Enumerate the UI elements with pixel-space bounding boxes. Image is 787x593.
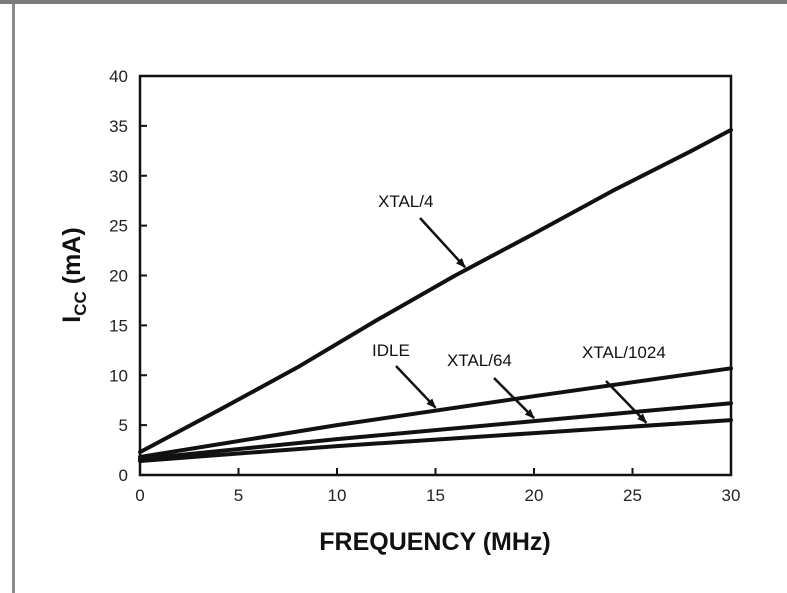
- x-tick-label: 10: [328, 486, 347, 505]
- y-tick-label: 10: [109, 366, 128, 385]
- frame-top-border: [0, 0, 787, 4]
- annotation-arrow: [493, 377, 535, 420]
- y-tick-label: 30: [109, 167, 128, 186]
- plot-frame: [138, 74, 733, 477]
- annotation-label: XTAL/1024: [582, 343, 666, 362]
- series-line-idle: [138, 366, 733, 459]
- annotation-layer: XTAL/4 IDLE XTAL/64 XTAL/1024: [372, 192, 666, 424]
- y-axis-title-main: I: [58, 316, 86, 323]
- annotation-arrow: [605, 380, 648, 424]
- y-axis-title: ICC (mA): [58, 227, 90, 322]
- tick-layer: 0 5 10 15 20 25 30 0 5 10 15 20 25 30 35 40: [109, 67, 740, 505]
- series-line-xtal-1024: [138, 418, 733, 463]
- annotation-label: XTAL/64: [447, 351, 512, 370]
- y-tick-label: 25: [109, 217, 128, 236]
- y-axis-title-unit: (mA): [58, 227, 86, 291]
- x-tick-label: 25: [623, 486, 642, 505]
- y-tick-label: 20: [109, 267, 128, 286]
- x-tick-label: 15: [426, 486, 445, 505]
- frame-left-border: [12, 4, 15, 593]
- svg-text:ICC (mA): ICC (mA): [58, 227, 90, 322]
- y-tick-label: 35: [109, 117, 128, 136]
- annotation-arrow: [395, 365, 437, 409]
- series-layer: [138, 127, 733, 463]
- y-tick-label: 15: [109, 316, 128, 335]
- y-axis-title-sub: CC: [71, 291, 90, 316]
- x-tick-label: 5: [234, 486, 243, 505]
- annotation-label: XTAL/4: [378, 192, 433, 211]
- series-line-xtal-4: [138, 127, 733, 455]
- y-tick-label: 40: [109, 67, 128, 86]
- x-axis-title: FREQUENCY (MHz): [319, 528, 550, 556]
- x-tick-label: 20: [525, 486, 544, 505]
- y-tick-label: 0: [119, 466, 128, 485]
- annotation-arrow: [419, 217, 466, 269]
- x-tick-label: 0: [135, 486, 144, 505]
- y-tick-label: 5: [119, 416, 128, 435]
- series-line-xtal-64: [138, 401, 733, 461]
- annotation-label: IDLE: [372, 341, 410, 360]
- x-tick-label: 30: [722, 486, 741, 505]
